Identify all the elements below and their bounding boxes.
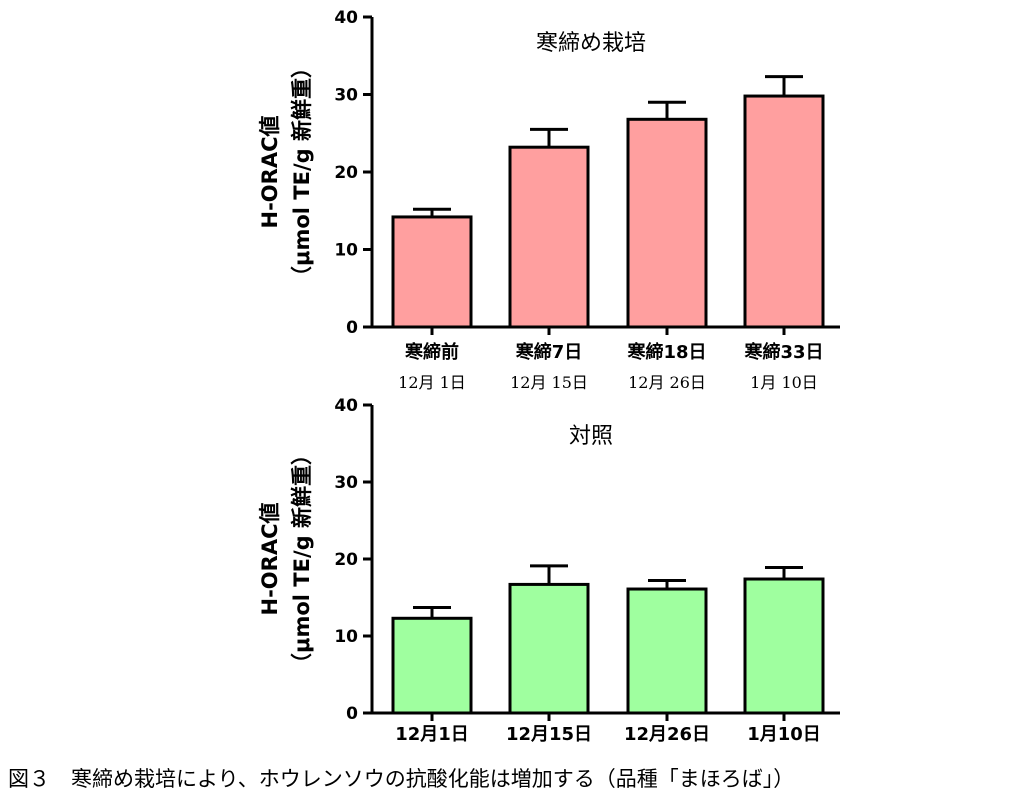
- x-category-label: 1月10日: [747, 724, 821, 745]
- chart-1: 寒締め栽培 H-ORAC値 （μmol TE/g 新鮮重） 0 10 20 30 40 寒締前 寒…: [258, 8, 840, 392]
- y-tick-label: 30: [334, 473, 358, 493]
- x-date-label: 12月 26日: [628, 373, 706, 392]
- x-category-label: 12月26日: [624, 724, 710, 745]
- bar: [626, 587, 708, 715]
- bar: [743, 577, 825, 715]
- y-tick-label: 0: [346, 704, 358, 724]
- bar: [391, 215, 473, 329]
- y-tick-label: 40: [334, 8, 358, 28]
- bar: [508, 582, 590, 715]
- x-category-label: 12月15日: [506, 724, 592, 745]
- y-axis-label: （μmol TE/g 新鮮重）: [290, 57, 314, 287]
- y-tick-label: 0: [346, 318, 358, 338]
- y-tick-label: 20: [334, 163, 358, 183]
- figure: 寒締め栽培 H-ORAC値 （μmol TE/g 新鮮重） 0 10 20 30 40 寒締前 寒…: [258, 8, 840, 745]
- y-tick-label: 10: [334, 627, 358, 647]
- x-category-label: 寒締33日: [743, 341, 823, 363]
- bar: [508, 145, 590, 329]
- x-category-label: 寒締前: [404, 341, 459, 363]
- x-category-label: 寒締7日: [515, 341, 583, 363]
- y-tick-label: 40: [334, 396, 358, 416]
- y-axis-label: H-ORAC値: [258, 503, 282, 616]
- y-axis-label: H-ORAC値: [258, 116, 282, 229]
- x-date-label: 12月 1日: [398, 373, 466, 392]
- x-category-label: 12月1日: [395, 724, 469, 745]
- y-tick-label: 30: [334, 86, 358, 106]
- x-category-label: 寒締18日: [626, 341, 706, 363]
- y-tick-label: 10: [334, 241, 358, 261]
- figure-caption: 図３ 寒締め栽培により、ホウレンソウの抗酸化能は増加する（品種「まほろば」）: [8, 767, 795, 791]
- chart-title: 寒締め栽培: [536, 31, 646, 56]
- bar: [391, 616, 473, 715]
- bar: [626, 117, 708, 329]
- chart-title: 対照: [569, 424, 613, 449]
- x-date-label: 12月 15日: [510, 373, 588, 392]
- x-date-label: 1月 10日: [750, 373, 818, 392]
- chart-2: 対照 H-ORAC値 （μmol TE/g 新鮮重） 0 10 20 30 40 12月1日 12…: [258, 396, 840, 745]
- y-tick-label: 20: [334, 550, 358, 570]
- bar: [743, 94, 825, 329]
- y-axis-label: （μmol TE/g 新鮮重）: [290, 444, 314, 674]
